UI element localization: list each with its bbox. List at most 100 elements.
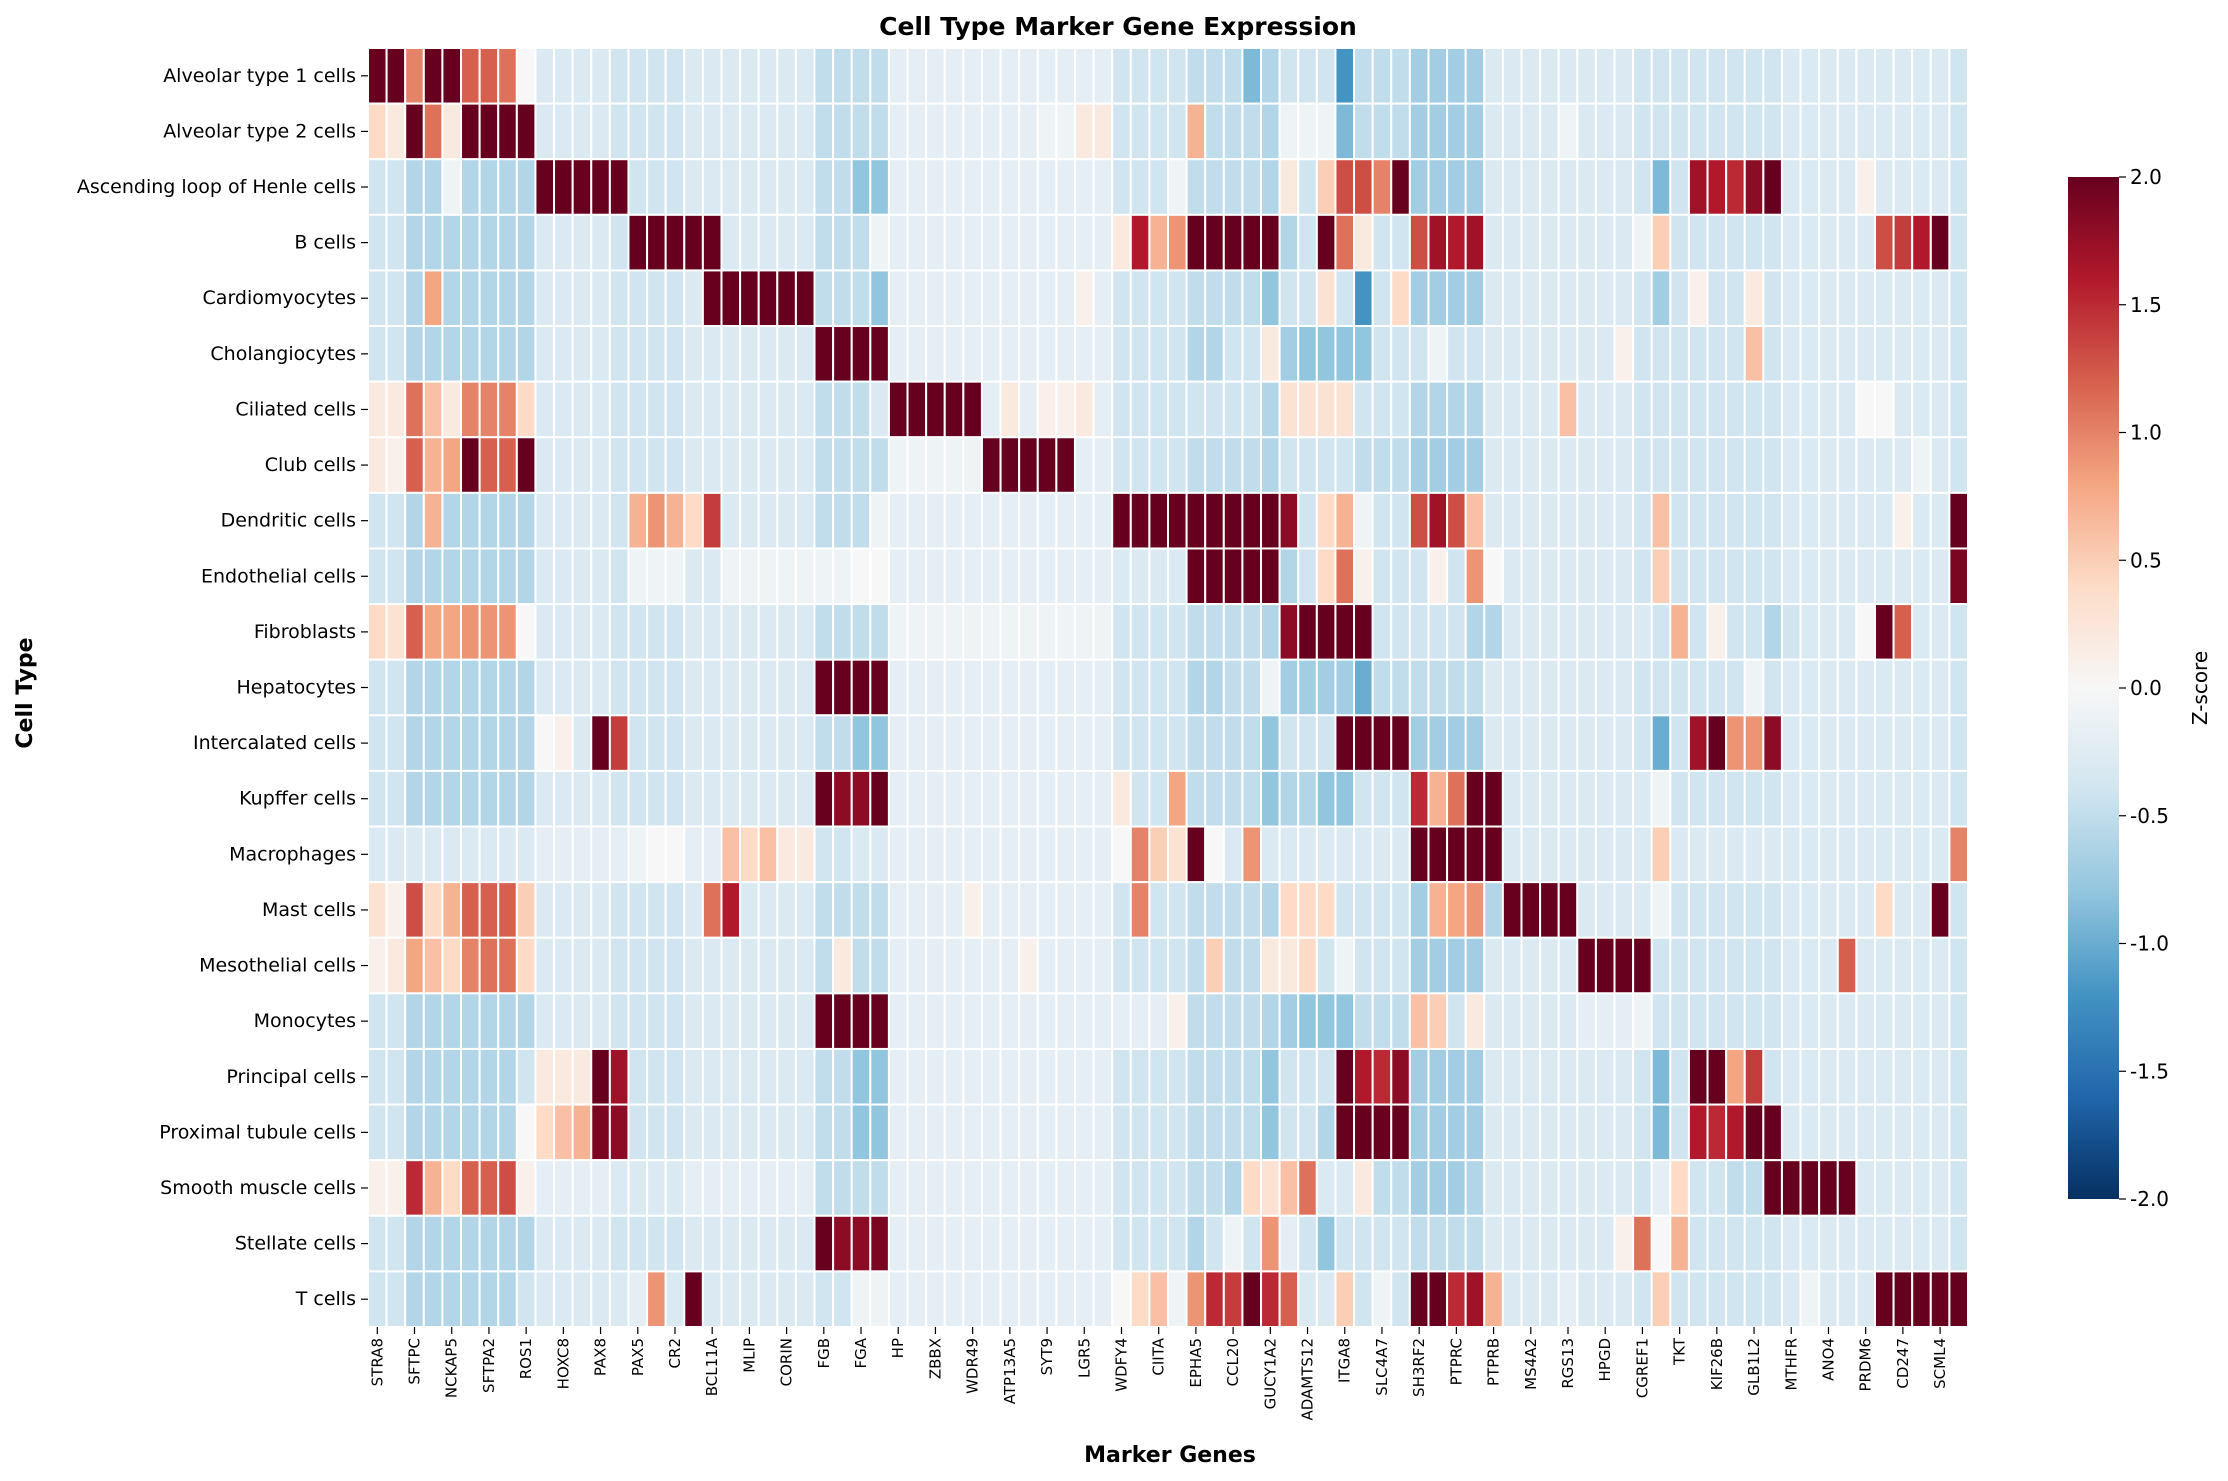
heatmap-cell [534, 658, 556, 717]
heatmap-cell [1557, 213, 1579, 272]
heatmap-cell [1036, 380, 1058, 439]
heatmap-cell [1111, 992, 1132, 1050]
heatmap-cell [794, 269, 816, 328]
heatmap-cell [1780, 714, 1802, 772]
heatmap-cell [1148, 881, 1170, 939]
heatmap-cell [1780, 102, 1802, 161]
heatmap-cell [1799, 491, 1821, 550]
heatmap-cells [367, 47, 1970, 1329]
heatmap-cell [1892, 158, 1914, 216]
heatmap-cell [906, 881, 928, 939]
heatmap-cell [1129, 380, 1151, 439]
heatmap-cell [1167, 1103, 1188, 1162]
heatmap-cell [571, 47, 593, 105]
heatmap-cell [646, 47, 667, 105]
heatmap-cell [385, 881, 407, 939]
heatmap-cell [478, 380, 500, 439]
heatmap-cell [460, 714, 481, 772]
heatmap-cell [478, 1103, 500, 1162]
heatmap-cell [1092, 491, 1114, 550]
heatmap-cell [1632, 269, 1653, 328]
heatmap-cell [683, 547, 704, 606]
heatmap-cell [1222, 213, 1244, 272]
heatmap-cell [534, 1270, 556, 1329]
heatmap-cell [534, 102, 556, 161]
heatmap-cell [1353, 936, 1374, 995]
heatmap-cell [943, 603, 965, 661]
heatmap-cell [1167, 491, 1188, 550]
heatmap-cell [943, 658, 965, 717]
heatmap-cell [1260, 1214, 1281, 1273]
heatmap-cell [1650, 769, 1672, 828]
heatmap-cell [1036, 1214, 1058, 1273]
heatmap-cell [1576, 213, 1597, 272]
heatmap-cell [943, 825, 965, 884]
heatmap-cell [1632, 769, 1653, 828]
heatmap-cell [1260, 491, 1281, 550]
heatmap-cell [1390, 436, 1411, 494]
heatmap-cell [776, 1270, 797, 1329]
heatmap-cell [497, 1270, 518, 1329]
heatmap-cell [404, 658, 425, 717]
heatmap-cell [1129, 1270, 1151, 1329]
heatmap-cell [1706, 992, 1728, 1050]
heatmap-cell [515, 491, 537, 550]
heatmap-cell [701, 1047, 723, 1106]
heatmap-cell [1297, 158, 1318, 216]
heatmap-cell [1036, 714, 1058, 772]
x-tick-label: HOXC8 [554, 1338, 572, 1389]
heatmap-cell [1036, 491, 1058, 550]
heatmap-cell [1743, 47, 1765, 105]
heatmap-cell [1334, 658, 1356, 717]
heatmap-cell [1576, 325, 1597, 383]
x-tick-label: CD247 [1894, 1338, 1912, 1389]
heatmap-cell [1948, 436, 1970, 494]
heatmap-cell [925, 102, 946, 161]
heatmap-cell [757, 769, 779, 828]
heatmap-cell [1297, 1159, 1318, 1217]
heatmap-cell [1371, 658, 1393, 717]
heatmap-cell [1111, 603, 1132, 661]
heatmap-cell [1911, 603, 1932, 661]
heatmap-cell [1260, 213, 1281, 272]
heatmap-cell [590, 658, 611, 717]
heatmap-cell [962, 881, 983, 939]
heatmap-cell [813, 769, 835, 828]
heatmap-cell [720, 325, 742, 383]
heatmap-cell [701, 714, 723, 772]
heatmap-cell [794, 47, 816, 105]
heatmap-cell [850, 269, 872, 328]
heatmap-cell [1855, 491, 1876, 550]
heatmap-cell [980, 769, 1002, 828]
heatmap-cell [1483, 491, 1504, 550]
heatmap-cell [1873, 491, 1895, 550]
heatmap-cell [1111, 269, 1132, 328]
heatmap-cell [1632, 380, 1653, 439]
heatmap-cell [367, 158, 388, 216]
heatmap-cell [757, 714, 779, 772]
heatmap-cell [850, 47, 872, 105]
heatmap-cell [943, 1214, 965, 1273]
heatmap-cell [646, 380, 667, 439]
heatmap-cell [887, 380, 909, 439]
x-tick-label: PTPRB [1485, 1338, 1503, 1386]
heatmap-cell [553, 603, 574, 661]
heatmap-cell [1762, 213, 1783, 272]
heatmap-cell [887, 269, 909, 328]
heatmap-cell [1762, 158, 1783, 216]
heatmap-cell [850, 992, 872, 1050]
heatmap-cell [1799, 1214, 1821, 1273]
y-tick-label: Kupffer cells [239, 788, 356, 810]
heatmap-cell [906, 1103, 928, 1162]
heatmap-cell [925, 213, 946, 272]
heatmap-cell [1501, 714, 1523, 772]
heatmap-cell [1873, 825, 1895, 884]
heatmap-cell [1055, 102, 1076, 161]
heatmap-cell [1390, 1159, 1411, 1217]
heatmap-cell [1464, 1159, 1486, 1217]
heatmap-cell [497, 269, 518, 328]
heatmap-cell [1167, 825, 1188, 884]
heatmap-cell [1278, 603, 1300, 661]
heatmap-cell [664, 603, 686, 661]
heatmap-cell [646, 936, 667, 995]
